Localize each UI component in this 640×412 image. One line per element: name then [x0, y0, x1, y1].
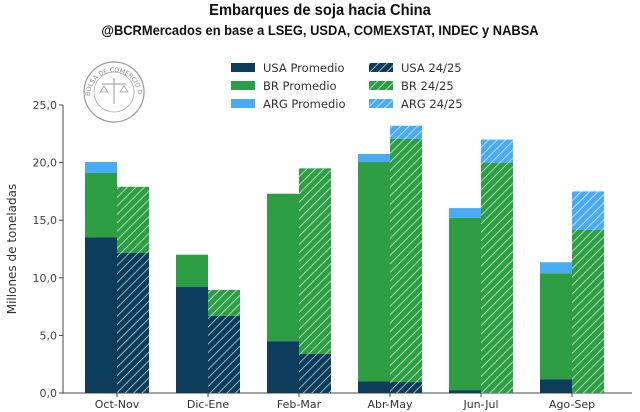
bar-segment: [449, 208, 481, 218]
x-tick-label: Feb-Mar: [277, 398, 322, 411]
chart-subtitle: @BCRMercados en base a LSEG, USDA, COMEX…: [101, 22, 539, 38]
logo-text: BOLSA DE COMERCIO DE ROSARIO: [0, 0, 143, 96]
y-tick-label: 20,0: [33, 157, 58, 170]
bar-hatch-overlay: [299, 353, 331, 393]
bar-segment: [540, 262, 572, 274]
bar-segment: [176, 287, 208, 393]
legend-label: ARG Promedio: [263, 97, 345, 111]
y-tick-label: 0,0: [40, 387, 58, 400]
bar-hatch-overlay: [390, 138, 422, 383]
bar-segment: [449, 217, 481, 391]
y-tick-label: 25,0: [33, 99, 58, 112]
bar-hatch-overlay: [390, 382, 422, 393]
bar-hatch-overlay: [208, 315, 240, 393]
bar-segment: [358, 162, 390, 382]
legend-swatch-hatch: [369, 63, 393, 72]
y-tick-label: 15,0: [33, 214, 58, 227]
legend-label: BR Promedio: [263, 79, 337, 93]
x-tick-label: Abr-May: [367, 398, 413, 411]
bar-segment: [358, 381, 390, 393]
legend-swatch-hatch: [369, 81, 393, 90]
legend-swatch: [231, 63, 255, 72]
bar-segment: [85, 172, 117, 238]
x-tick-label: Jun-Jul: [462, 398, 498, 411]
bar-segment: [85, 162, 117, 173]
bar-hatch-overlay: [572, 191, 604, 230]
legend-label: ARG 24/25: [401, 97, 463, 111]
legend-swatch: [231, 81, 255, 90]
legend-label: BR 24/25: [401, 79, 454, 93]
bar-hatch-overlay: [208, 289, 240, 316]
y-tick-label: 10,0: [33, 272, 58, 285]
bar-segment: [449, 390, 481, 393]
bar-hatch-overlay: [117, 186, 149, 254]
legend-label: USA Promedio: [263, 61, 345, 75]
bar-segment: [85, 237, 117, 393]
bar-segment: [267, 341, 299, 393]
bar-segment: [267, 193, 299, 342]
bar-hatch-overlay: [299, 168, 331, 354]
legend-swatch-hatch: [369, 99, 393, 108]
bar-segment: [540, 379, 572, 393]
x-tick-label: Oct-Nov: [95, 398, 140, 411]
bar-segment: [540, 273, 572, 380]
legend-label: USA 24/25: [401, 61, 462, 75]
bar-hatch-overlay: [481, 162, 513, 393]
bar-segment: [176, 254, 208, 288]
svg-text:BOLSA DE COMERCIO DE ROSARIO: BOLSA DE COMERCIO DE ROSARIO: [0, 0, 143, 96]
chart-title: Embarques de soja hacia China: [209, 2, 431, 19]
y-axis-label: Millones de toneladas: [5, 184, 19, 315]
bcr-logo: BOLSA DE COMERCIO DE ROSARIO: [0, 0, 145, 123]
bar-hatch-overlay: [481, 139, 513, 163]
x-tick-label: Ago-Sep: [549, 398, 595, 411]
x-tick-label: Dic-Ene: [187, 398, 229, 411]
y-tick-label: 5,0: [40, 329, 58, 342]
bar-segment: [358, 153, 390, 163]
legend-swatch: [231, 99, 255, 108]
bar-hatch-overlay: [572, 229, 604, 393]
bar-hatch-overlay: [390, 125, 422, 139]
bar-hatch-overlay: [117, 253, 149, 393]
